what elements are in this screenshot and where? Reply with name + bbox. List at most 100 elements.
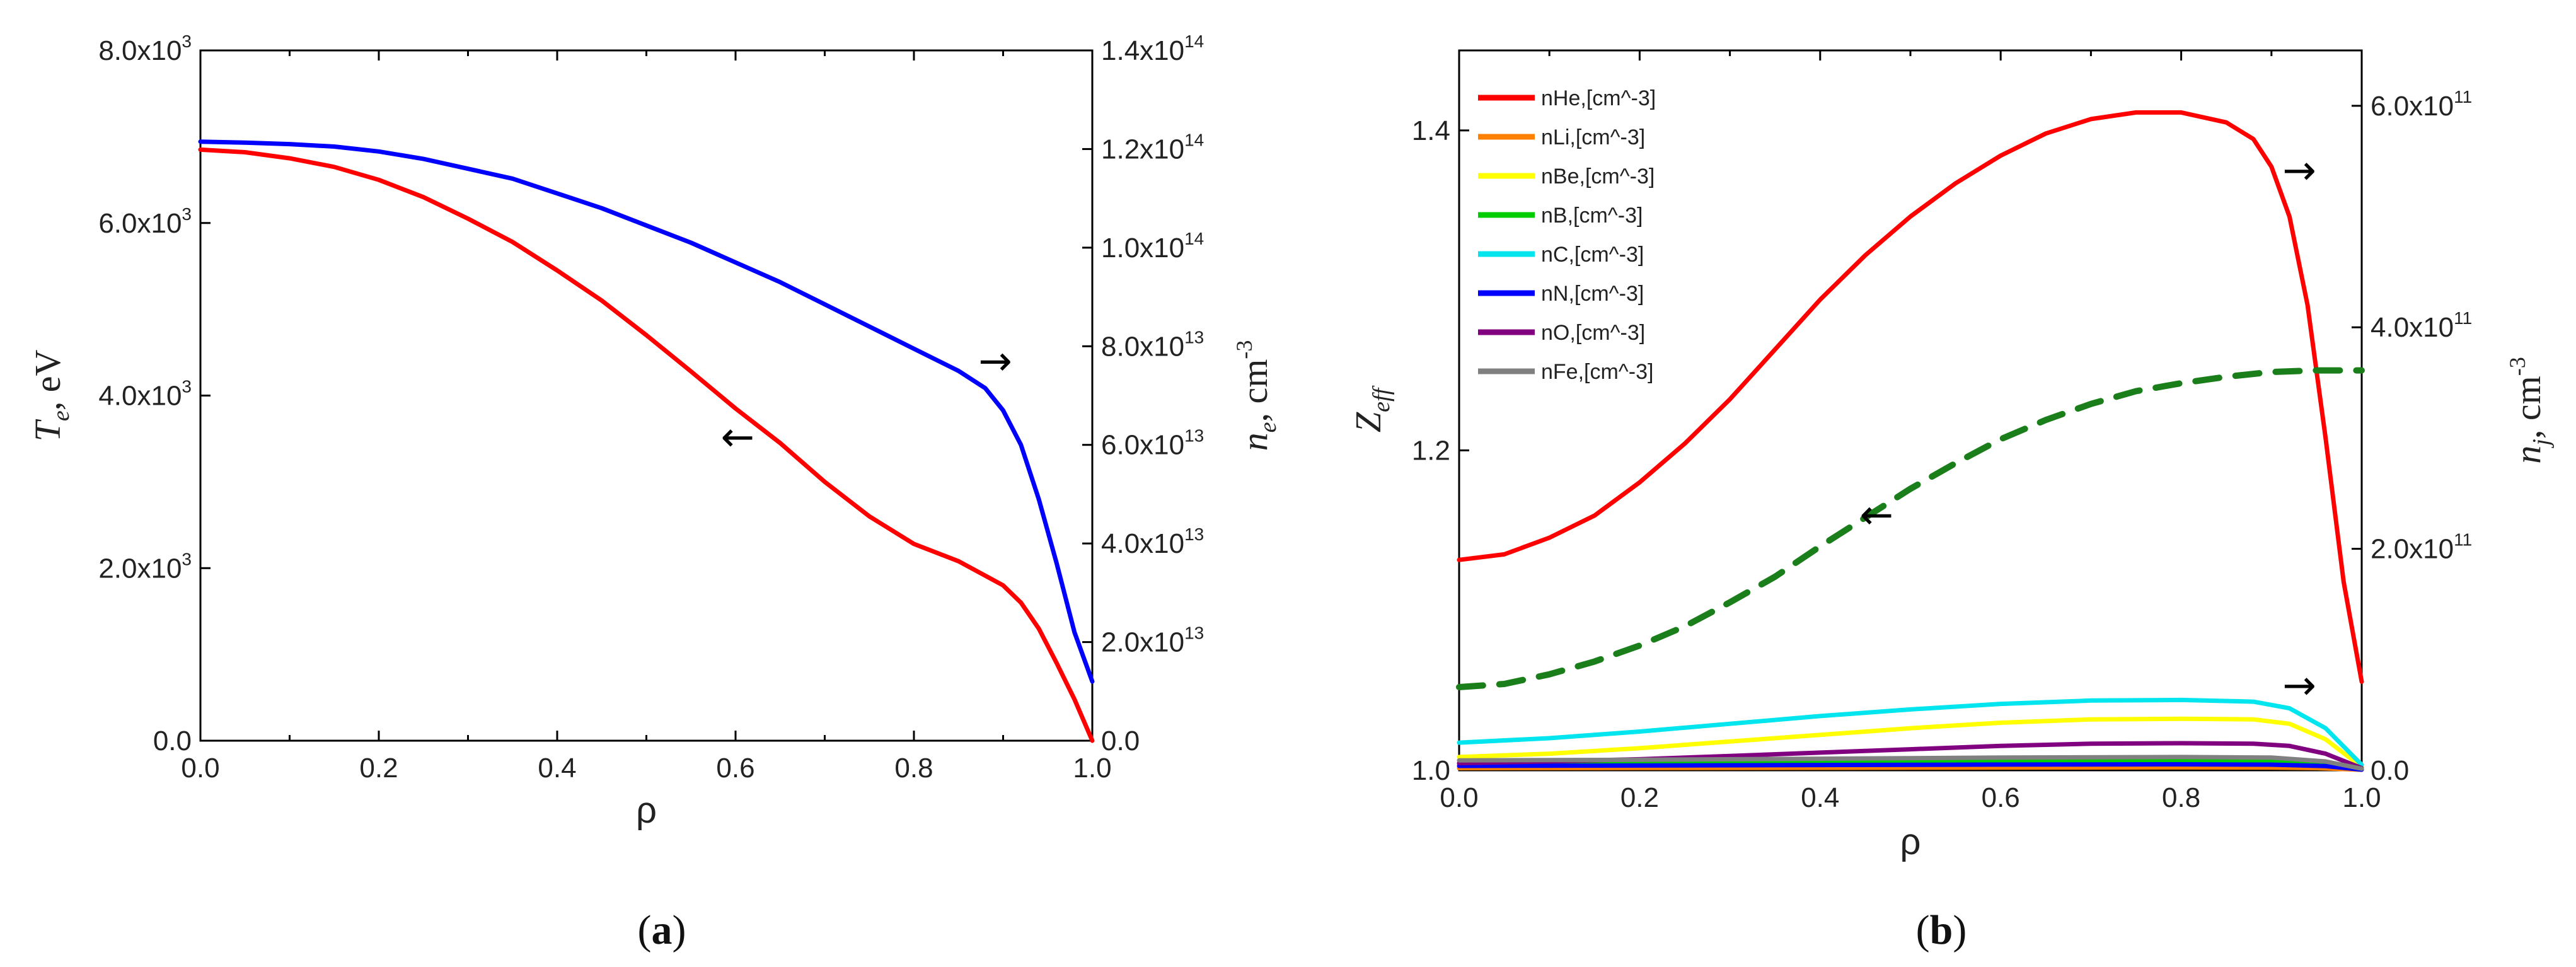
a-y-right-tick-exp: 13 [1184,524,1204,544]
a-y-right-title-rest: , cm [1234,359,1275,422]
b-legend-label-3: nB,[cm^-3] [1541,204,1643,228]
a-y-right-tick-exp: 14 [1184,229,1204,248]
b-y-left-tick-label: 1.2 [1412,435,1450,466]
b-legend-label-2: nBe,[cm^-3] [1541,165,1655,188]
a-y-left-tick-mantissa: 8.0x10 [98,35,182,66]
b-x-tick-label: 1.0 [2342,782,2381,813]
b-y-right-tick-label: 2.0x1011 [2371,530,2472,565]
b-y-right-title-main: n [2507,446,2548,464]
b-y-right-tick-mantissa: 0.0 [2371,755,2409,786]
b-annotation-arrow-1: → [2282,148,2316,194]
a-annotation-arrow-1: → [978,339,1012,385]
a-y-right-title-sub: e [1255,422,1281,432]
b-y-right-tick-exp: 11 [2454,308,2472,328]
a-y-right-title: ne, cm-3 [1232,340,1281,451]
b-y-right-tick-mantissa: 2.0x10 [2371,534,2454,565]
b-legend-label-5: nN,[cm^-3] [1541,282,1644,306]
b-annotation-arrow-0: ← [1860,492,1894,539]
b-y-right-title: nj, cm-3 [2505,357,2555,463]
b-y-left-tick-label: 1.4 [1412,115,1450,146]
b-legend-label-7: nFe,[cm^-3] [1541,360,1653,384]
b-y-left-title-main: Z [1348,412,1389,432]
a-y-right-title-sup: -3 [1232,340,1257,359]
b-annotation-arrow-2: → [2282,663,2316,709]
a-x-tick-label: 0.2 [359,753,398,784]
a-y-right-tick-mantissa: 1.0x10 [1101,233,1184,263]
panel-label-b: (b) [1916,907,1967,953]
a-y-left-title-main: T [27,419,68,441]
a-y-right-tick-label: 6.0x1013 [1101,426,1204,461]
a-y-right-tick-mantissa: 1.2x10 [1101,134,1184,165]
b-y-left-tick-mantissa: 1.2 [1412,435,1450,466]
a-plot-frame [199,49,1094,742]
b-y-right-tick-mantissa: 4.0x10 [2371,312,2454,343]
b-y-left-title: Zeff [1348,385,1395,432]
a-y-right-tick-label: 8.0x1013 [1101,327,1204,362]
b-y-right-tick-label: 4.0x1011 [2371,308,2472,343]
a-y-left-tick-label: 6.0x103 [98,204,192,239]
a-y-left-tick-label: 0.0 [153,726,192,756]
a-y-left-title-sub: e [48,410,74,421]
a-y-left-tick-exp: 3 [182,204,192,224]
a-y-right-tick-label: 1.2x1014 [1101,130,1204,165]
panel-label-a: (a) [638,907,686,953]
b-x-tick-label: 0.0 [1440,782,1478,813]
b-y-left-tick-mantissa: 1.0 [1412,755,1450,786]
b-y-right-tick-label: 6.0x1011 [2371,87,2472,122]
b-series-line-2 [1457,716,2364,770]
b-series-line-0 [1457,110,2364,684]
b-y-left-title-sub: eff [1368,385,1395,412]
b-x-tick-label: 0.2 [1620,782,1659,813]
a-x-axis-title: ρ [636,790,657,831]
a-y-left-tick-label: 8.0x103 [98,32,192,66]
a-y-right-tick-mantissa: 1.4x10 [1101,35,1184,66]
b-x-tick-label: 0.4 [1801,782,1839,813]
a-y-right-tick-exp: 13 [1184,327,1204,347]
b-x-axis-title: ρ [1900,821,1921,862]
a-y-left-tick-label: 2.0x103 [98,549,192,584]
b-y-right-title-sup: -3 [2505,357,2530,376]
a-y-right-tick-mantissa: 8.0x10 [1101,331,1184,362]
a-y-left-tick-mantissa: 4.0x10 [98,381,182,412]
panel-letter-a: a [652,907,673,953]
a-y-right-title-main: n [1234,432,1275,451]
a-y-right-tick-exp: 14 [1184,32,1204,51]
a-x-tick-label: 1.0 [1073,753,1111,784]
b-y-right-tick-mantissa: 6.0x10 [2371,91,2454,122]
b-series-line-5 [1457,762,2364,772]
a-x-tick-label: 0.6 [716,753,754,784]
b-y-left-tick-mantissa: 1.4 [1412,115,1450,146]
b-legend-label-4: nC,[cm^-3] [1541,243,1644,267]
a-annotation-arrow-0: ← [720,414,754,461]
a-y-right-tick-mantissa: 0.0 [1101,726,1140,756]
b-y-right-tick-exp: 11 [2454,530,2472,550]
a-y-right-tick-mantissa: 6.0x10 [1101,430,1184,461]
b-y-right-tick-exp: 11 [2454,87,2472,107]
b-series-line-3 [1457,758,2364,772]
chart-a: 0.0 0.2 0.4 0.6 0.8 1.00.02.0x1034.0x1036.0x1… [27,32,1281,831]
b-legend-label-0: nHe,[cm^-3] [1541,86,1656,110]
b-x-tick-label: 0.8 [2162,782,2200,813]
panel-letter-b: b [1930,907,1953,953]
a-y-left-title: Te, eV [27,350,74,442]
chart-b: 0.0 0.2 0.4 0.6 0.8 1.01.01.21.40.02.0x10114.… [1348,49,2555,862]
b-series-line-8 [1456,367,2365,690]
a-y-left-title-rest: , eV [27,350,68,411]
a-y-right-tick-exp: 13 [1184,623,1204,643]
b-series-line-4 [1457,697,2364,767]
a-y-right-tick-exp: 13 [1184,426,1204,446]
b-y-right-title-rest: , cm [2507,376,2548,439]
a-y-right-tick-label: 0.0 [1101,726,1140,756]
b-legend-label-1: nLi,[cm^-3] [1541,125,1645,149]
a-series-line-1 [198,139,1095,684]
a-y-left-tick-mantissa: 0.0 [153,726,192,756]
a-y-right-tick-mantissa: 2.0x10 [1101,627,1184,658]
a-y-left-tick-mantissa: 6.0x10 [98,208,182,239]
a-y-right-tick-mantissa: 4.0x10 [1101,528,1184,559]
a-x-tick-label: 0.4 [538,753,576,784]
a-y-left-tick-exp: 3 [182,549,192,569]
a-series-line-0 [198,147,1095,743]
b-series-line-1 [1457,765,2364,772]
b-y-right-tick-label: 0.0 [2371,755,2409,786]
